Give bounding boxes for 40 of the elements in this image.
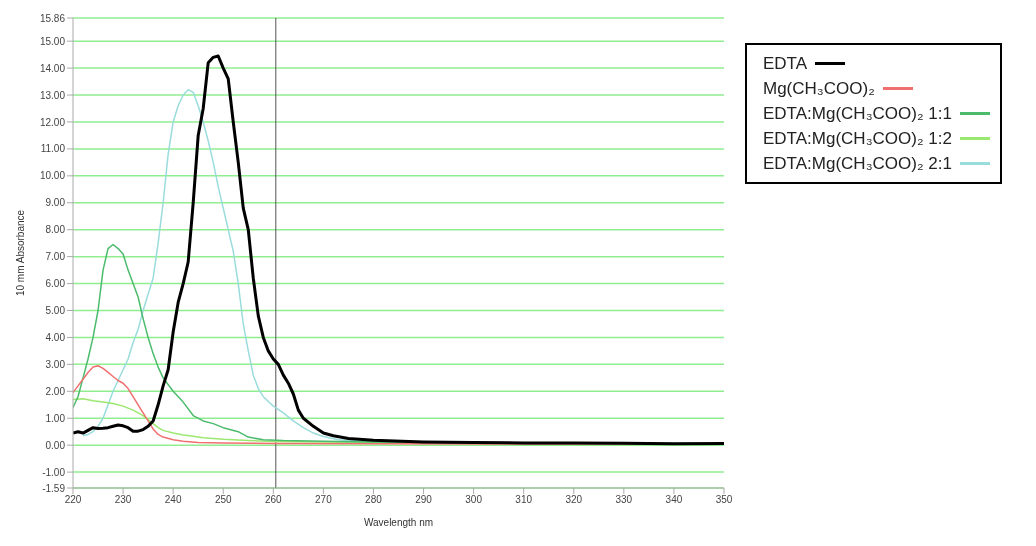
y-tick-label: -1.00 [42,466,66,478]
x-tick-label: 250 [214,494,233,506]
x-tick-label: 290 [415,494,433,506]
x-tick-label: 240 [164,494,182,506]
x-tick-label: 330 [615,494,633,506]
y-tick-label: 11.00 [40,143,66,155]
y-tick-label: -1.59 [42,482,66,494]
x-tick-label: 320 [565,494,583,506]
y-tick-label: 10.00 [39,170,66,182]
x-tick-label: 260 [264,494,283,506]
x-tick-label: 270 [315,494,333,506]
y-tick-label: 13.00 [39,89,66,101]
y-tick-label: 3.00 [45,358,66,370]
y-tick-label: 4.00 [45,331,66,343]
y-tick-label: 12.00 [39,116,66,128]
y-tick-label: 8.00 [45,224,66,236]
x-tick-label: 350 [715,494,733,506]
x-tick-label: 220 [64,494,82,506]
y-tick-label: 14.00 [39,62,66,74]
legend-label: EDTA [763,53,808,74]
legend-label: EDTA:Mg(CH₃COO)₂ 1:1 [763,103,952,124]
legend-label: EDTA:Mg(CH₃COO)₂ 2:1 [763,153,952,174]
y-tick-label: 1.00 [45,412,66,424]
legend-label: Mg(CH₃COO)₂ [763,78,875,99]
y-tick-label: 6.00 [45,278,66,290]
y-tick-label: 7.00 [45,251,66,263]
y-tick-label: 15.00 [39,35,66,47]
y-tick-label: 15.86 [39,12,66,24]
x-tick-label: 230 [114,494,132,506]
legend-label: EDTA:Mg(CH₃COO)₂ 1:2 [763,128,952,149]
y-axis-title: 10 mm Absorbance [14,209,26,297]
y-tick-label: 9.00 [45,197,66,209]
y-tick-label: 0.00 [45,439,66,451]
x-tick-label: 280 [365,494,383,506]
y-tick-label: 5.00 [45,305,66,317]
x-tick-label: 310 [515,494,533,506]
y-tick-label: 2.00 [45,385,66,397]
x-tick-label: 300 [465,494,483,506]
x-tick-label: 340 [665,494,683,506]
x-axis-title: Wavelength nm [363,517,434,528]
